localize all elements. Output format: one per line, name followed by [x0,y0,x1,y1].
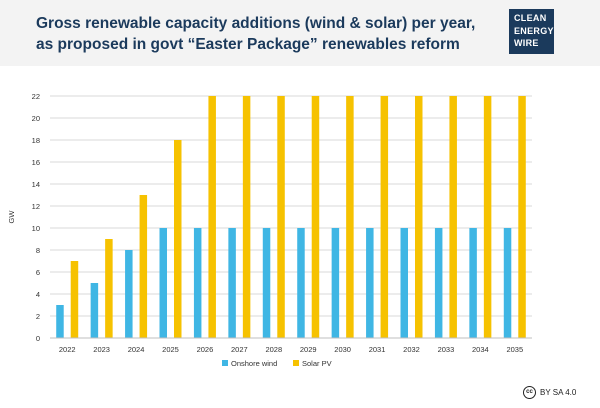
bar-solar-pv [174,140,182,338]
bar-solar-pv [415,96,423,338]
bar-onshore-wind [366,228,374,338]
x-tick-label: 2033 [438,345,455,354]
y-axis-label: GW [7,210,16,224]
bar-onshore-wind [400,228,408,338]
header-band: Gross renewable capacity additions (wind… [0,0,600,66]
y-tick-label: 10 [32,224,40,233]
x-tick-label: 2026 [197,345,214,354]
bar-solar-pv [277,96,285,338]
legend-swatch-onshore-wind [222,360,228,366]
bar-onshore-wind [469,228,477,338]
logo-line-3: WIRE [514,38,539,48]
bar-onshore-wind [503,228,512,338]
x-tick-label: 2031 [369,345,386,354]
y-tick-label: 12 [32,202,40,211]
bar-onshore-wind [56,305,64,338]
bar-onshore-wind [297,228,305,338]
bar-onshore-wind [193,228,202,338]
clean-energy-wire-logo: CLEAN ENERGY WIRE [509,9,554,54]
y-tick-label: 6 [36,268,40,277]
bar-solar-pv [70,261,79,338]
bar-onshore-wind [228,228,236,338]
y-tick-label: 16 [32,158,40,167]
logo-line-1: CLEAN [514,13,547,23]
bar-onshore-wind [262,228,271,338]
x-tick-label: 2035 [506,345,523,354]
x-tick-label: 2027 [231,345,248,354]
y-tick-label: 8 [36,246,40,255]
x-tick-label: 2034 [472,345,489,354]
chart-title: Gross renewable capacity additions (wind… [36,13,486,55]
bar-solar-pv [346,96,354,338]
bar-onshore-wind [331,228,340,338]
logo-line-2: ENERGY [514,25,554,36]
bar-solar-pv [449,96,457,338]
y-tick-label: 20 [32,114,40,123]
bar-onshore-wind [159,228,167,338]
bar-solar-pv [483,96,492,338]
y-tick-label: 18 [32,136,40,145]
bar-onshore-wind [90,283,99,338]
x-tick-label: 2023 [93,345,110,354]
y-tick-label: 2 [36,312,40,321]
x-tick-label: 2029 [300,345,317,354]
bar-onshore-wind [125,250,133,338]
y-tick-label: 14 [32,180,40,189]
legend-label-onshore-wind: Onshore wind [231,359,277,368]
bar-solar-pv [139,195,148,338]
x-tick-label: 2032 [403,345,420,354]
x-tick-label: 2028 [265,345,282,354]
y-tick-label: 0 [36,334,40,343]
license-badge: cc BY SA 4.0 [523,386,576,399]
legend-label-solar-pv: Solar PV [302,359,332,368]
bar-solar-pv [518,96,526,338]
x-tick-label: 2030 [334,345,351,354]
y-tick-label: 4 [36,290,40,299]
x-tick-label: 2022 [59,345,76,354]
bar-solar-pv [311,96,320,338]
creative-commons-icon: cc [523,386,536,399]
bar-solar-pv [242,96,251,338]
x-tick-label: 2025 [162,345,179,354]
y-tick-label: 22 [32,92,40,101]
bar-solar-pv [105,239,113,338]
license-text: BY SA 4.0 [540,388,577,397]
x-tick-label: 2024 [128,345,145,354]
legend-swatch-solar-pv [293,360,299,366]
bar-solar-pv [208,96,216,338]
bar-solar-pv [380,96,389,338]
bar-onshore-wind [434,228,443,338]
chart-title-line-1: Gross renewable capacity additions (wind… [36,15,476,32]
chart-title-line-2: as proposed in govt “Easter Package” ren… [36,36,460,53]
